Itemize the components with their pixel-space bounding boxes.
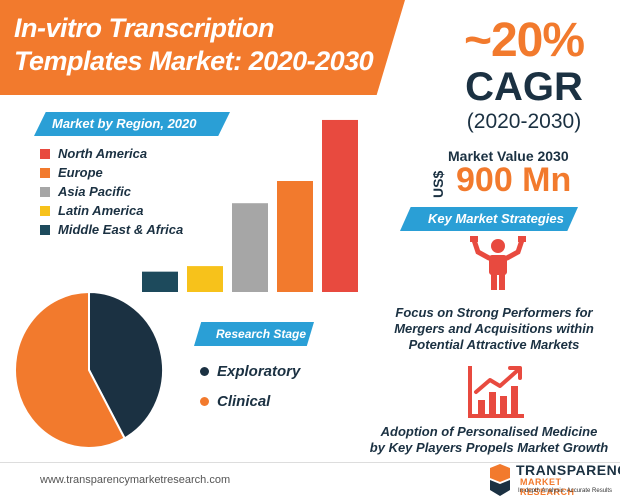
growth-chart-icon [466,362,528,425]
company-logo: TRANSPARENCY MARKET RESEARCH In-depth An… [488,460,620,500]
logo-line-3: In-depth Analysis. Accurate Results [518,488,613,494]
title-line-1: In-vitro Transcription [14,13,275,43]
strategies-section-title: Key Market Strategies [400,207,578,231]
legend-swatch [40,186,50,197]
stage-legend-item: Clinical [200,386,300,416]
legend-item: Middle East & Africa [40,220,183,239]
strategy-2-text: Adoption of Personalised Medicine by Key… [356,424,620,456]
strategy-1-line-2: Mergers and Acquisitions within [394,321,594,336]
strategy-2-line-1: Adoption of Personalised Medicine [380,424,598,439]
bar-asia-pacific [232,203,268,292]
market-value-label: Market Value 2030 [448,148,569,164]
legend-item: Asia Pacific [40,182,183,201]
page-title: In-vitro Transcription Templates Market:… [14,12,384,78]
market-value-currency: US$ [430,170,446,198]
legend-item: Europe [40,163,183,182]
logo-line-2: MARKET RESEARCH [520,477,575,497]
title-banner [0,0,405,95]
region-legend: North America Europe Asia Pacific Latin Ame… [40,144,183,239]
strongman-icon [468,234,528,299]
footer-divider [0,462,620,463]
logo-mark-icon [490,464,510,496]
legend-swatch [40,167,50,178]
market-value: 900 Mn [456,161,572,199]
region-section-title: Market by Region, 2020 [34,112,230,136]
bar-middle-east-africa [142,271,178,292]
stage-legend-dot [200,396,209,406]
legend-swatch [40,205,50,216]
legend-label: Middle East & Africa [58,222,184,237]
footer-url: www.transparencymarketresearch.com [40,474,231,486]
bar-europe [277,181,313,292]
stage-legend: Exploratory Clinical [200,356,300,416]
cagr-value: ~20% [463,14,585,67]
strategy-1-text: Focus on Strong Performers for Mergers a… [364,305,620,353]
legend-label: Asia Pacific [58,184,131,199]
cagr-period: (2020-2030) [466,110,582,133]
legend-swatch [40,224,50,235]
stage-legend-item: Exploratory [200,356,300,386]
legend-swatch [40,148,50,159]
stage-legend-label: Clinical [217,392,271,410]
legend-item: Latin America [40,201,183,220]
legend-label: North America [58,146,148,161]
stage-section-title: Research Stage [194,322,314,346]
cagr-label: CAGR [465,65,583,109]
bar-north-america [322,119,358,292]
legend-item: North America [40,144,183,163]
stage-legend-dot [200,366,209,376]
title-line-2: Templates Market: 2020-2030 [14,46,374,76]
bar-latin-america [187,266,223,292]
research-stage-pie-chart [14,290,164,449]
logo-line-1: TRANSPARENCY [516,462,620,478]
strategy-1-line-3: Potential Attractive Markets [408,337,580,352]
pie-slice-clinical [14,290,126,449]
legend-label: Latin America [58,203,144,218]
strategy-1-line-1: Focus on Strong Performers for [395,305,593,320]
stage-legend-label: Exploratory [217,362,301,380]
pie-slice-exploratory [88,290,164,440]
legend-label: Europe [58,165,103,180]
strategy-2-line-2: by Key Players Propels Market Growth [369,440,609,455]
